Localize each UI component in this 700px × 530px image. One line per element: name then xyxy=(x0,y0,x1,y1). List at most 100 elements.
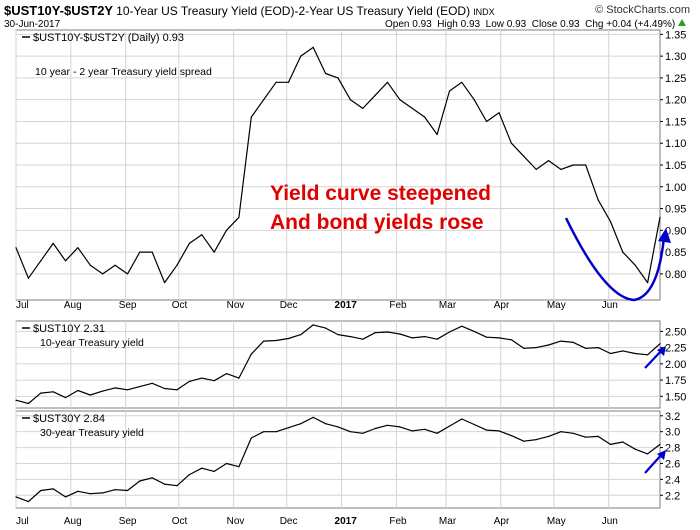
exchange-label: INDX xyxy=(473,7,495,17)
data-point xyxy=(287,337,290,340)
data-point xyxy=(337,334,339,336)
data-point xyxy=(622,251,624,253)
x-tick-label: Sep xyxy=(119,516,137,527)
data-point xyxy=(164,282,166,284)
x-tick-label: 2017 xyxy=(335,300,358,311)
x-tick-label: 2017 xyxy=(335,516,358,527)
data-point xyxy=(374,332,376,334)
data-point xyxy=(585,436,587,438)
y-tick-label: 3.2 xyxy=(665,411,680,423)
x-tick-label: Apr xyxy=(494,300,510,311)
legend-label: $UST10Y-$UST2Y (Daily) 0.93 xyxy=(33,32,184,44)
x-tick-label: Dec xyxy=(280,300,298,311)
legend-label: $UST10Y 2.31 xyxy=(33,323,105,335)
y-tick-label: 1.75 xyxy=(665,375,686,387)
y-tick-label: 1.30 xyxy=(665,51,686,63)
data-point xyxy=(176,485,178,487)
data-point xyxy=(225,462,228,465)
data-point xyxy=(126,389,129,391)
data-point xyxy=(213,251,215,253)
data-point xyxy=(238,377,240,379)
data-point xyxy=(585,347,587,349)
data-point xyxy=(609,221,612,223)
y-tick-label: 1.25 xyxy=(665,73,686,85)
data-point xyxy=(448,90,451,92)
symbol-title: $UST10Y-$UST2Y xyxy=(4,3,114,18)
data-point xyxy=(27,402,29,405)
data-point xyxy=(263,431,265,433)
data-point xyxy=(102,273,104,275)
x-tick-label: May xyxy=(547,516,566,527)
y-tick-label: 3.0 xyxy=(665,427,680,439)
data-point xyxy=(114,264,116,266)
arrow-head-icon xyxy=(658,228,671,243)
watermark: © StockCharts.com xyxy=(595,4,690,16)
data-point xyxy=(622,350,624,352)
chart-panel-3: 2.2 2.4 2.6 2.8 3.0 3.2 $UST30Y 2.84 30-year Tr… xyxy=(15,410,680,509)
panel-annotation: 30-year Treasury yield xyxy=(40,427,144,439)
data-point xyxy=(647,354,649,356)
data-point xyxy=(40,392,42,394)
data-point xyxy=(213,470,215,472)
x-tick-label: Nov xyxy=(227,516,245,527)
data-point xyxy=(164,387,166,390)
data-point xyxy=(647,453,649,455)
data-point xyxy=(201,377,203,379)
data-point xyxy=(448,425,451,427)
y-tick-label: 2.25 xyxy=(665,343,686,355)
data-point xyxy=(622,441,624,443)
data-point xyxy=(325,327,327,329)
data-point xyxy=(126,273,129,275)
y-tick-label: 0.90 xyxy=(665,225,686,237)
data-point xyxy=(238,466,240,468)
y-tick-label: 2.6 xyxy=(665,458,680,470)
y-tick-label: 1.20 xyxy=(665,95,686,107)
arrow-head-icon xyxy=(657,346,666,356)
data-point xyxy=(27,501,29,503)
panel-frame xyxy=(15,320,661,409)
data-point xyxy=(362,338,364,340)
data-point xyxy=(300,334,302,336)
data-point xyxy=(547,160,550,162)
data-point xyxy=(300,423,302,425)
data-point xyxy=(275,81,277,83)
data-point xyxy=(597,435,599,437)
data-point xyxy=(399,99,401,101)
callout-line-2: And bond yields rose xyxy=(270,211,484,234)
data-point xyxy=(64,260,67,262)
data-point xyxy=(597,199,599,201)
data-point xyxy=(498,112,500,114)
y-tick-label: 2.2 xyxy=(665,490,680,502)
y-tick-label: 0.95 xyxy=(665,204,686,216)
data-point xyxy=(634,264,636,266)
data-point xyxy=(176,389,178,391)
data-point xyxy=(77,389,79,392)
data-point xyxy=(547,435,550,437)
data-point xyxy=(139,251,141,253)
data-point xyxy=(263,99,265,101)
data-point xyxy=(411,337,413,339)
data-point xyxy=(275,431,277,433)
data-point xyxy=(535,439,537,441)
data-point xyxy=(238,216,240,218)
panel-annotation: 10 year - 2 year Treasury yield spread xyxy=(35,66,212,78)
symbol-description: 10-Year US Treasury Yield (EOD)-2-Year U… xyxy=(116,4,471,18)
data-point xyxy=(473,330,475,332)
y-tick-label: 1.50 xyxy=(665,391,686,403)
data-point xyxy=(659,443,661,445)
data-point xyxy=(486,336,488,338)
arrow-head-icon xyxy=(657,450,666,460)
y-tick-label: 1.15 xyxy=(665,116,686,128)
data-point xyxy=(312,46,314,49)
data-point xyxy=(572,341,574,343)
data-point xyxy=(411,107,413,109)
x-tick-label: Apr xyxy=(494,516,510,527)
data-point xyxy=(523,155,525,157)
x-tick-label: Mar xyxy=(439,300,457,311)
data-point xyxy=(411,430,413,432)
data-point xyxy=(659,343,661,345)
data-point xyxy=(15,247,17,249)
x-tick-label: Oct xyxy=(172,516,188,527)
data-point xyxy=(139,386,141,388)
chart-header-line1: $UST10Y-$UST2Y 10-Year US Treasury Yield… xyxy=(4,3,495,18)
